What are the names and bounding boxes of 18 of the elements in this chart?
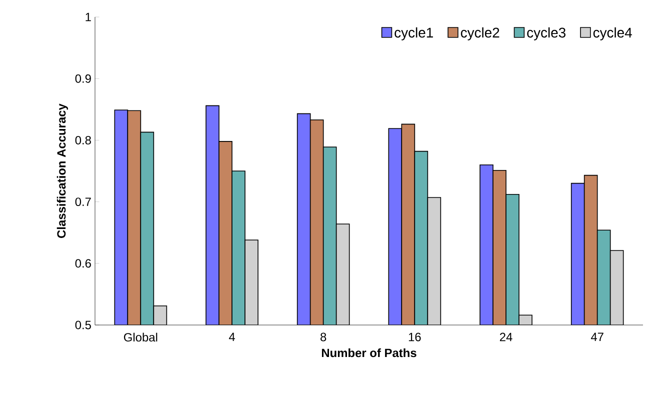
y-tick-label: 0.5: [75, 320, 91, 330]
x-tick-label: Global: [124, 332, 158, 342]
x-tick-label: 24: [500, 332, 512, 342]
y-tick-label: 0.9: [75, 74, 91, 83]
y-tick-label: 1: [86, 12, 91, 22]
y-axis-title: Classification Accuracy: [56, 104, 68, 238]
legend-label: cycle2: [460, 27, 500, 40]
legend-label: cycle1: [394, 27, 433, 40]
y-tick-label: 0.8: [75, 136, 91, 144]
x-tick-label: 16: [408, 332, 421, 342]
legend-label: cycle4: [593, 27, 632, 40]
x-tick-label: 4: [228, 332, 235, 341]
x-tick-label: 47: [590, 332, 604, 341]
x-tick-label: 8: [320, 332, 326, 342]
legend-label: cycle3: [527, 27, 566, 40]
y-tick-label: 0.7: [75, 198, 91, 206]
y-tick-label: 0.6: [75, 259, 91, 268]
x-axis-title: Number of Paths: [322, 348, 416, 358]
